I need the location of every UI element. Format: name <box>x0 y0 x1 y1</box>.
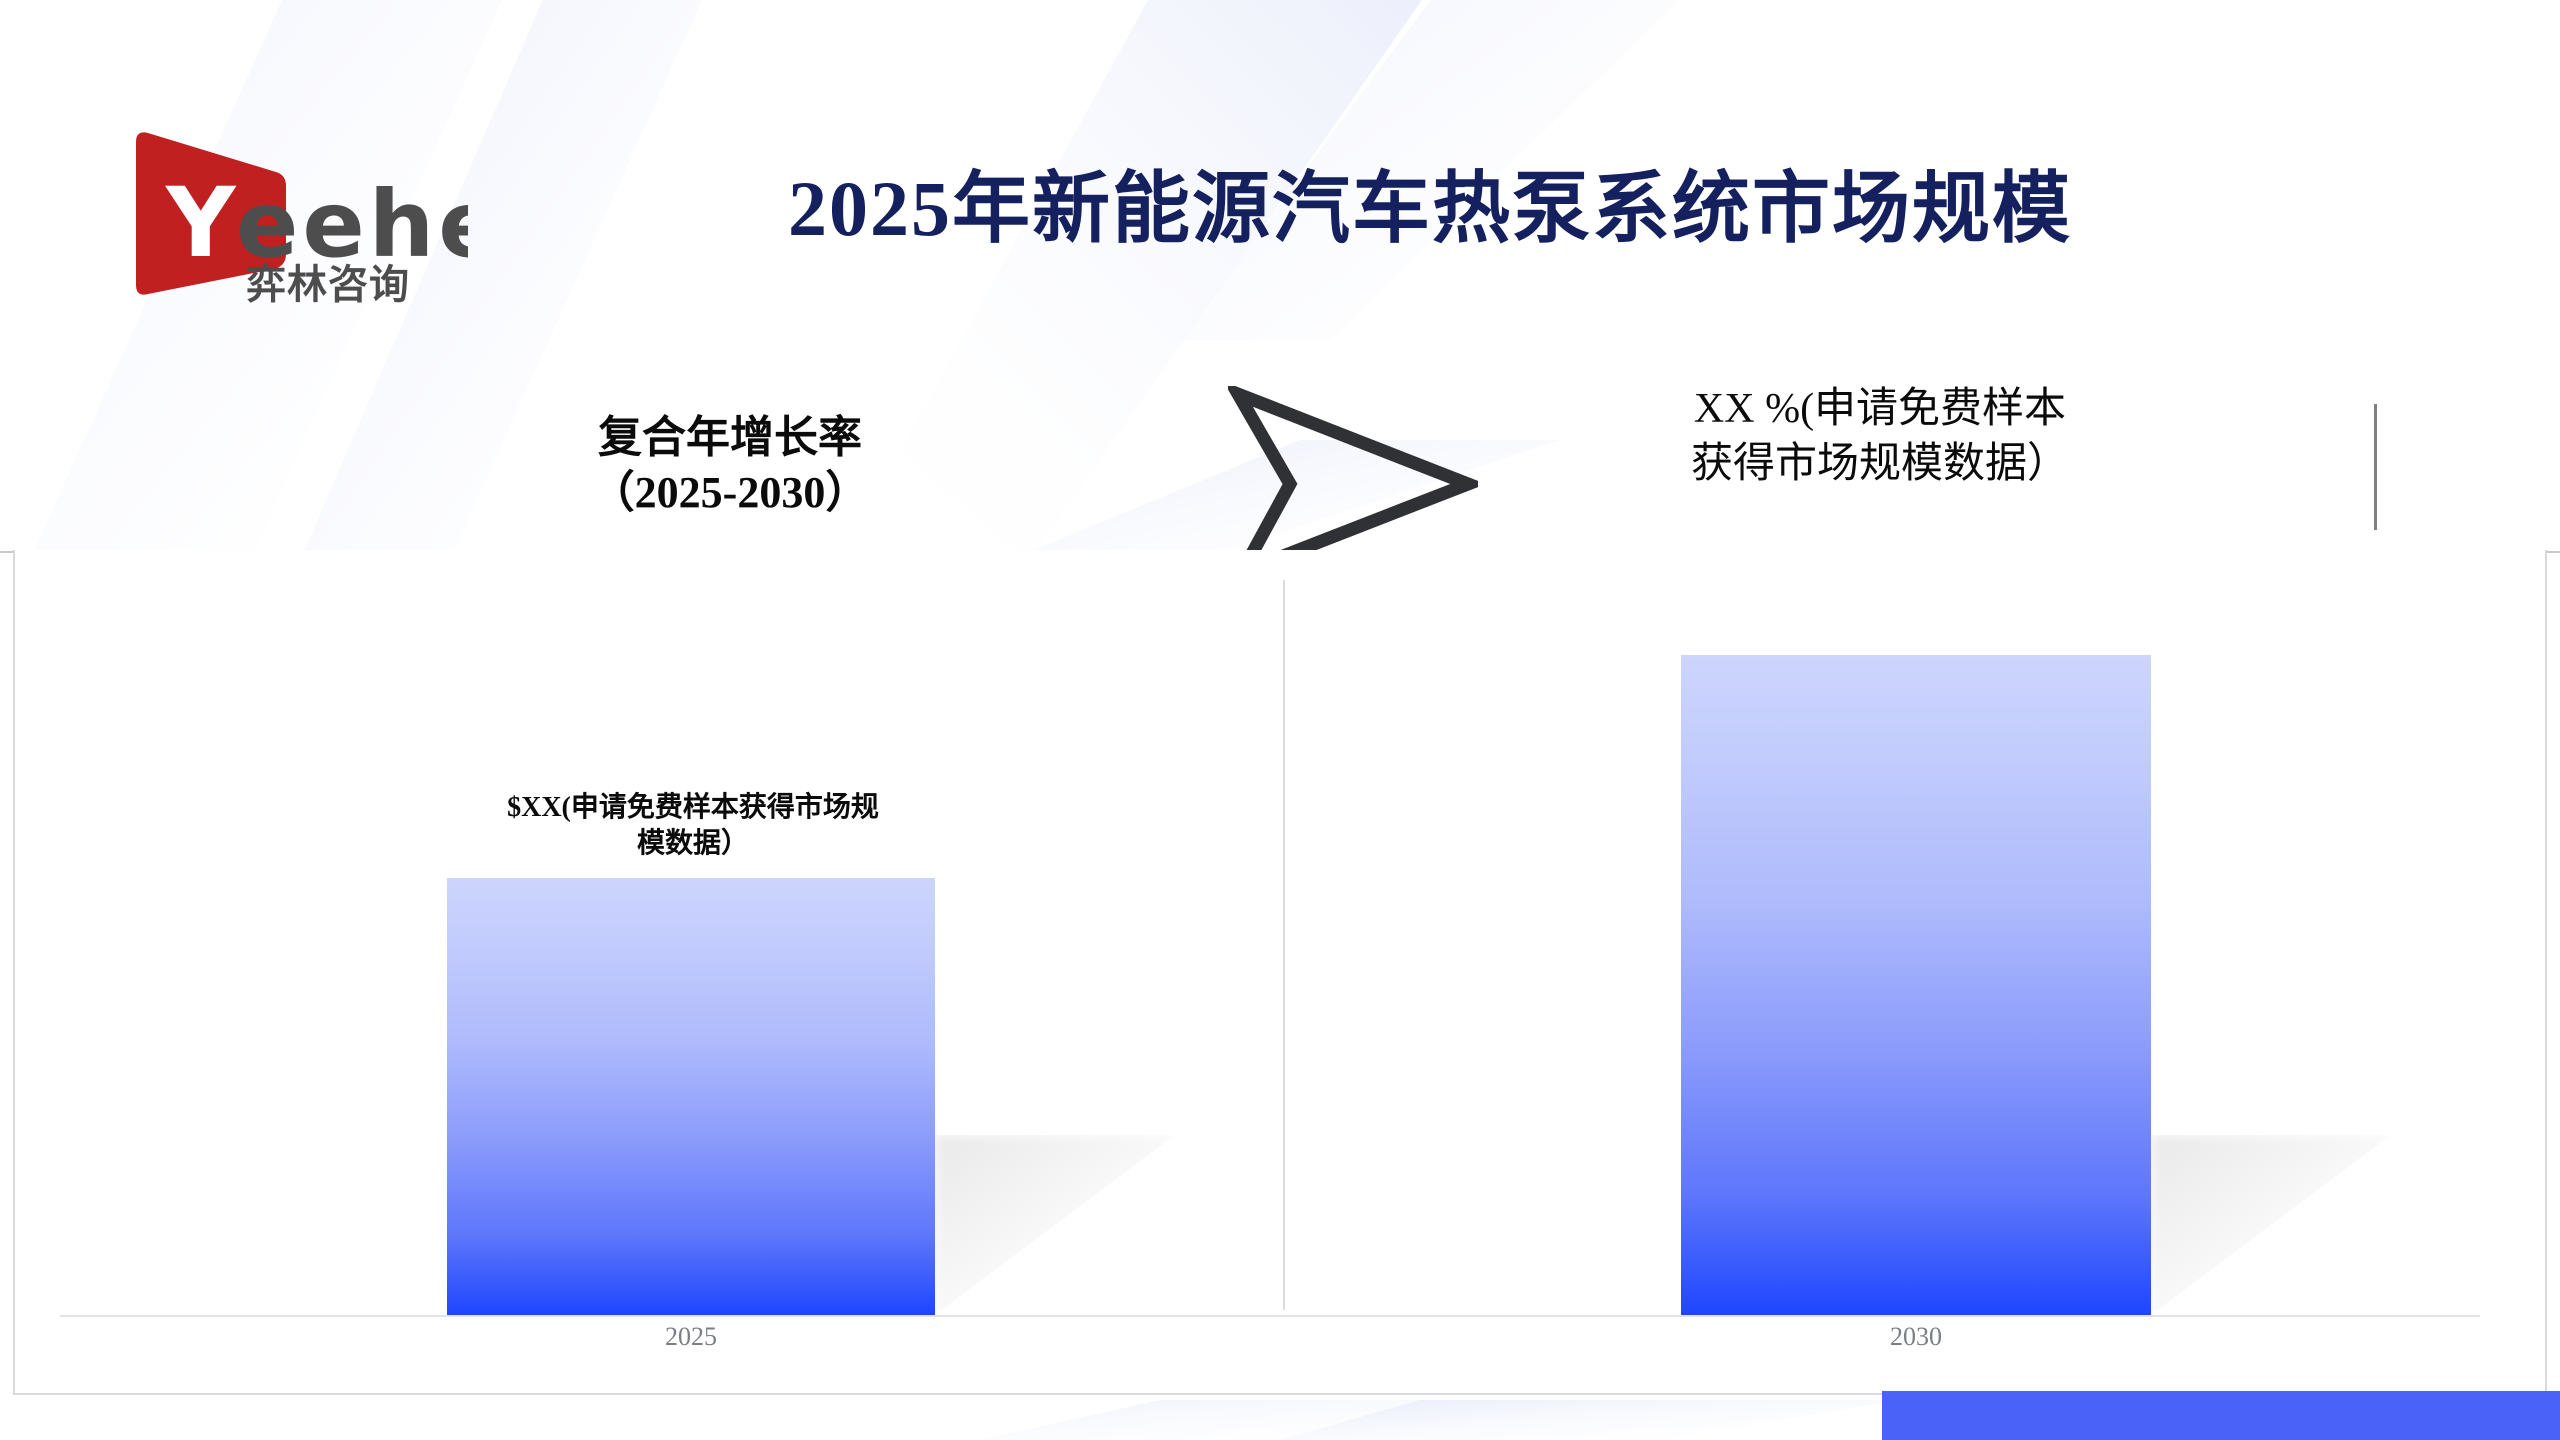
brand-logo: Y eeher 弈林咨询 <box>128 126 468 306</box>
cagr-value-line2: 获得市场规模数据） <box>1690 441 2069 488</box>
x-tick-2030: 2030 <box>1890 1322 1942 1351</box>
axis-baseline <box>60 1315 2480 1317</box>
cagr-value-line1: XX %(申请免费样本 <box>1693 386 2067 432</box>
panel-divider <box>1283 580 1285 1310</box>
logo-subtitle: 弈林咨询 <box>246 262 410 306</box>
cagr-value: XX %(申请免费样本 获得市场规模数据） <box>1600 382 2160 493</box>
page-title: 2025年新能源汽车热泵系统市场规模 <box>787 165 2072 252</box>
vertical-rule-icon <box>2374 404 2377 530</box>
cagr-label-line1: 复合年增长率 <box>598 413 862 462</box>
cagr-label: 复合年增长率 （2025-2030） <box>480 410 980 521</box>
logo-wordmark: eeher <box>236 171 468 278</box>
bar-value-label-line1: $XX(申请免费样本获得市场规 <box>507 792 879 823</box>
bar-2030[interactable] <box>1681 655 2151 1315</box>
bar-2025[interactable] <box>447 878 935 1315</box>
x-tick-2025: 2025 <box>665 1322 717 1351</box>
logo-initial: Y <box>165 167 237 279</box>
bar-value-label-line2: 模数据） <box>636 827 749 859</box>
cagr-label-line2: （2025-2030） <box>590 468 870 518</box>
logo-mark-shape <box>136 132 286 295</box>
footer-accent-band <box>1882 1391 2560 1440</box>
bar-value-label-2025: $XX(申请免费样本获得市场规 模数据） <box>450 790 936 862</box>
plot-area <box>13 551 2547 1395</box>
